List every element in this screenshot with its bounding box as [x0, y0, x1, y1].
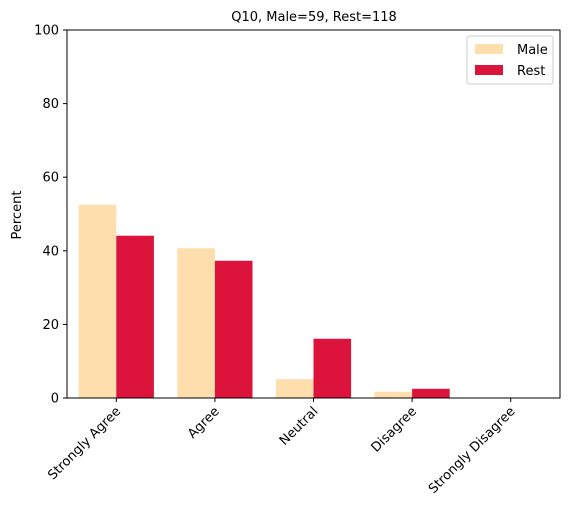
y-tick-label-4: 80	[42, 97, 59, 112]
x-tick-label-3: Disagree	[369, 404, 420, 455]
x-tick-label-1: Agree	[185, 404, 223, 442]
bar-male-2	[275, 379, 314, 398]
bar-male-1	[177, 248, 215, 398]
legend-label-rest: Rest	[517, 64, 545, 79]
x-tick-label-0: Strongly Agree	[45, 404, 124, 483]
x-tick-label-2: Neutral	[277, 404, 322, 449]
bar-rest-3	[412, 388, 450, 398]
x-tick-label-4: Strongly Disagree	[426, 404, 519, 497]
bar-male-0	[78, 204, 117, 398]
y-axis-title: Percent	[10, 191, 25, 240]
legend: Male Rest	[466, 35, 554, 85]
bar-rest-1	[214, 260, 253, 398]
legend-swatch-rest	[475, 65, 503, 75]
legend-label-male: Male	[517, 43, 548, 58]
y-tick-label-5: 100	[34, 24, 59, 39]
y-tick-label-0: 0	[51, 392, 59, 407]
y-tick-label-1: 20	[42, 318, 59, 333]
chart-title: Q10, Male=59, Rest=118	[231, 10, 397, 25]
bar-rest-2	[313, 338, 352, 398]
bar-male-3	[374, 391, 413, 398]
y-tick-label-3: 60	[42, 171, 59, 186]
y-tick-label-2: 40	[42, 244, 59, 259]
plot-area: 0 20 40 60 80 100 Strongly Agree Agree Neutral Di…	[34, 24, 561, 497]
legend-swatch-male	[475, 44, 503, 54]
bar-rest-0	[116, 235, 154, 398]
